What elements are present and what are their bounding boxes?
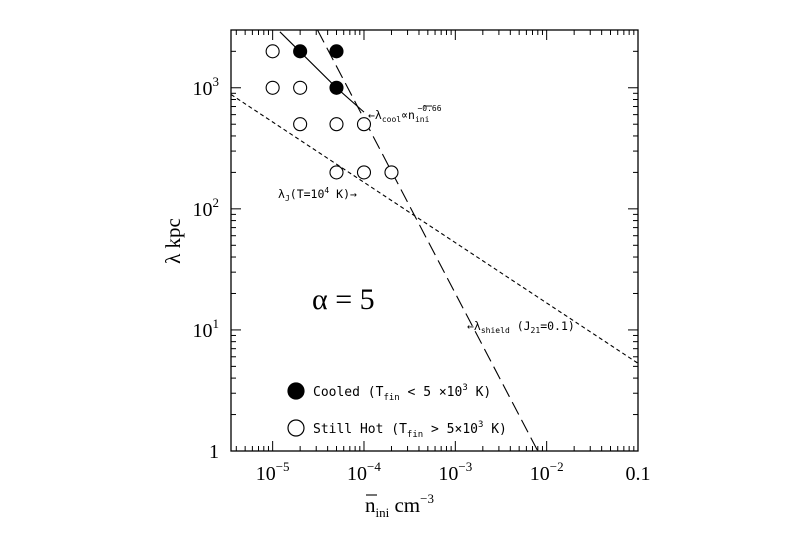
still-hot-point (329, 117, 344, 132)
x-tick-label: 10−3 (438, 459, 472, 485)
y-tick-label: 103 (193, 74, 220, 100)
still-hot-point (329, 165, 344, 180)
still-hot-point (265, 44, 280, 59)
x-tick-label: 10−4 (347, 459, 381, 485)
y-tick-label: 1 (209, 441, 219, 463)
still-hot-point (265, 80, 280, 95)
line-solid (279, 31, 365, 113)
lambda-jeans-label: λJ(T=104 K)→ (278, 186, 357, 203)
cooled-point (329, 80, 344, 95)
lambda-cool-label: ←λcool∝nini−0.66 (368, 104, 442, 124)
tick-labels: 10−5 10−4 10−3 10−2 0.1 1 101 102 103 (193, 74, 651, 485)
legend-marker (287, 382, 305, 400)
lambda-shield-label: ←λshield (J21=0.1) (467, 319, 575, 335)
legend: Cooled (Tfin < 5 ×103 K) Still Hot (Tfin … (287, 382, 507, 440)
y-axis-title: λ kpc (161, 218, 185, 264)
plot-frame (230, 29, 639, 452)
x-tick-label: 0.1 (626, 463, 651, 485)
axis-titles: λ kpc nini cm−3 (161, 218, 434, 520)
data-points (265, 44, 399, 180)
y-tick-label: 102 (193, 195, 220, 221)
x-tick-label: 10−5 (256, 459, 290, 485)
x-axis-title: nini cm−3 (365, 491, 434, 520)
axis-ticks (231, 29, 639, 452)
legend-label: Cooled (Tfin < 5 ×103 K) (313, 383, 491, 403)
y-tick-label: 101 (193, 316, 220, 342)
still-hot-point (293, 80, 308, 95)
line-short-dash (231, 94, 638, 364)
legend-marker (287, 419, 305, 437)
legend-label: Still Hot (Tfin > 5×103 K) (313, 420, 507, 440)
cooled-point (329, 44, 344, 59)
still-hot-point (384, 165, 399, 180)
still-hot-point (293, 117, 308, 132)
alpha-annotation: α = 5 (312, 283, 375, 316)
annotations: ←λcool∝nini−0.66 λJ(T=104 K)→ ←λshield (J2… (278, 104, 575, 335)
still-hot-point (356, 165, 372, 180)
x-tick-label: 10−2 (530, 459, 564, 485)
cooled-point (293, 44, 308, 59)
still-hot-point (356, 117, 372, 132)
